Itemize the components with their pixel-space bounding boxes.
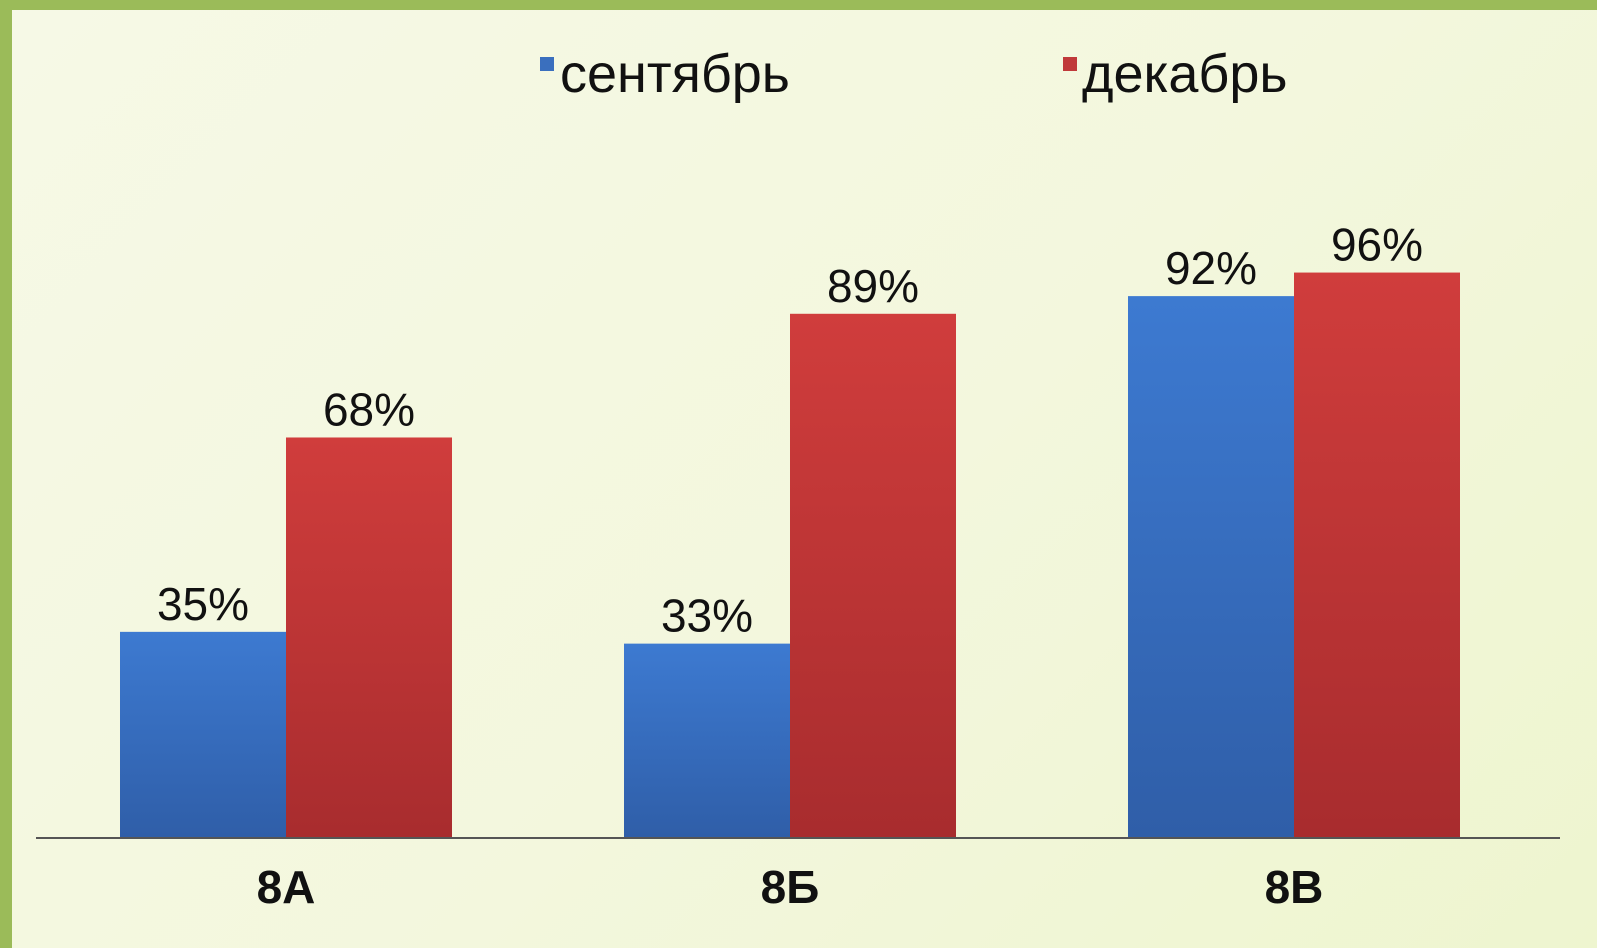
legend-swatch-september	[540, 57, 554, 71]
bar-september-2	[624, 643, 790, 838]
value-label-september-2: 33%	[661, 590, 753, 642]
value-label-december-1: 68%	[323, 383, 415, 435]
bar-september-3	[1128, 296, 1294, 838]
bar-december-3	[1294, 272, 1460, 838]
legend-swatch-december	[1063, 57, 1077, 71]
value-label-september-3: 92%	[1165, 242, 1257, 294]
category-labels-group: 8А 8Б 8В	[257, 861, 1324, 913]
bar-september-1	[120, 631, 286, 838]
bar-december-1	[286, 437, 452, 838]
legend-label-september: сентябрь	[560, 44, 790, 104]
category-label-2: 8Б	[761, 861, 820, 913]
value-label-december-2: 89%	[827, 260, 919, 312]
bar-chart: сентябрь декабрь 35% 68% 33% 89% 92% 96% 8А 8Б…	[36, 44, 1560, 913]
bar-december-2	[790, 313, 956, 838]
value-labels-group: 35% 68% 33% 89% 92% 96%	[157, 219, 1423, 642]
legend: сентябрь декабрь	[540, 44, 1287, 104]
value-label-september-1: 35%	[157, 578, 249, 630]
bars-group	[120, 272, 1460, 838]
category-label-1: 8А	[257, 861, 316, 913]
value-label-december-3: 96%	[1331, 219, 1423, 271]
category-label-3: 8В	[1265, 861, 1324, 913]
legend-label-december: декабрь	[1082, 44, 1287, 104]
chart-area: сентябрь декабрь 35% 68% 33% 89% 92% 96% 8А 8Б…	[12, 10, 1597, 948]
